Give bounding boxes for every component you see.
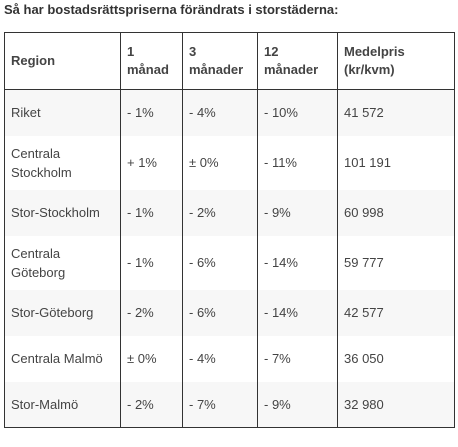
cell-12-months: - 10%: [257, 89, 338, 136]
cell-average-price: 36 050: [344, 351, 384, 366]
table-caption: Så har bostadsrättspriserna förändrats i…: [4, 2, 339, 17]
cell-average-price: 101 191: [344, 155, 391, 170]
cell-1-month: - 1%: [120, 89, 183, 136]
cell-12-months: - 11%: [257, 135, 338, 190]
cell-region: Stor-Stockholm: [4, 189, 121, 236]
cell-1-month: + 1%: [120, 135, 183, 190]
cell-region: Stor-Göteborg: [4, 289, 121, 336]
table-row: Centrala Göteborg - 1% - 6% - 14% 59 777: [4, 235, 455, 290]
table-row: Stor-Göteborg - 2% - 6% - 14% 42 577: [4, 289, 455, 336]
table-header-row: Region 1 månad 3 månader 12 månader Mede…: [4, 32, 455, 90]
cell-1-month: - 2%: [120, 381, 183, 428]
cell-1-month: ± 0%: [120, 335, 183, 382]
cell-region: Centrala Stockholm: [4, 135, 121, 190]
price-change-table: Region 1 månad 3 månader 12 månader Mede…: [4, 32, 455, 428]
table-row: Stor-Malmö - 2% - 7% - 9% 32 980: [4, 381, 455, 428]
cell-region: Riket: [4, 89, 121, 136]
cell-3-months: ± 0%: [182, 135, 258, 190]
cell-average-price: 59 777: [344, 255, 384, 270]
cell-average-price: 60 998: [344, 205, 384, 220]
table-row: Riket - 1% - 4% - 10% 41 572: [4, 89, 455, 136]
cell-average-price: 41 572: [344, 105, 384, 121]
cell-3-months: - 6%: [182, 235, 258, 290]
cell-3-months: - 4%: [182, 335, 258, 382]
cell-1-month: - 1%: [120, 235, 183, 290]
cell-3-months: - 7%: [182, 381, 258, 428]
table-row: Centrala Stockholm + 1% ± 0% - 11% 101 1…: [4, 135, 455, 190]
table-row: Centrala Malmö ± 0% - 4% - 7% 36 050: [4, 335, 455, 382]
table-row: Stor-Stockholm - 1% - 2% - 9% 60 998: [4, 189, 455, 236]
cell-12-months: - 14%: [257, 235, 338, 290]
header-12-months: 12 månader: [257, 32, 338, 90]
header-3-months: 3 månader: [182, 32, 258, 90]
cell-region: Centrala Malmö: [4, 335, 121, 382]
header-average-price: Medelpris (kr/kvm): [337, 32, 455, 90]
cell-average-price: 32 980: [344, 396, 384, 412]
cell-3-months: - 4%: [182, 89, 258, 136]
cell-3-months: - 6%: [182, 289, 258, 336]
cell-1-month: - 1%: [120, 189, 183, 236]
cell-12-months: - 14%: [257, 289, 338, 336]
cell-12-months: - 9%: [257, 381, 338, 428]
cell-region: Centrala Göteborg: [4, 235, 121, 290]
cell-3-months: - 2%: [182, 189, 258, 236]
header-1-month: 1 månad: [120, 32, 183, 90]
cell-region: Stor-Malmö: [4, 381, 121, 428]
header-region: Region: [4, 32, 121, 90]
cell-average-price: 42 577: [344, 305, 384, 320]
cell-1-month: - 2%: [120, 289, 183, 336]
cell-12-months: - 9%: [257, 189, 338, 236]
cell-12-months: - 7%: [257, 335, 338, 382]
